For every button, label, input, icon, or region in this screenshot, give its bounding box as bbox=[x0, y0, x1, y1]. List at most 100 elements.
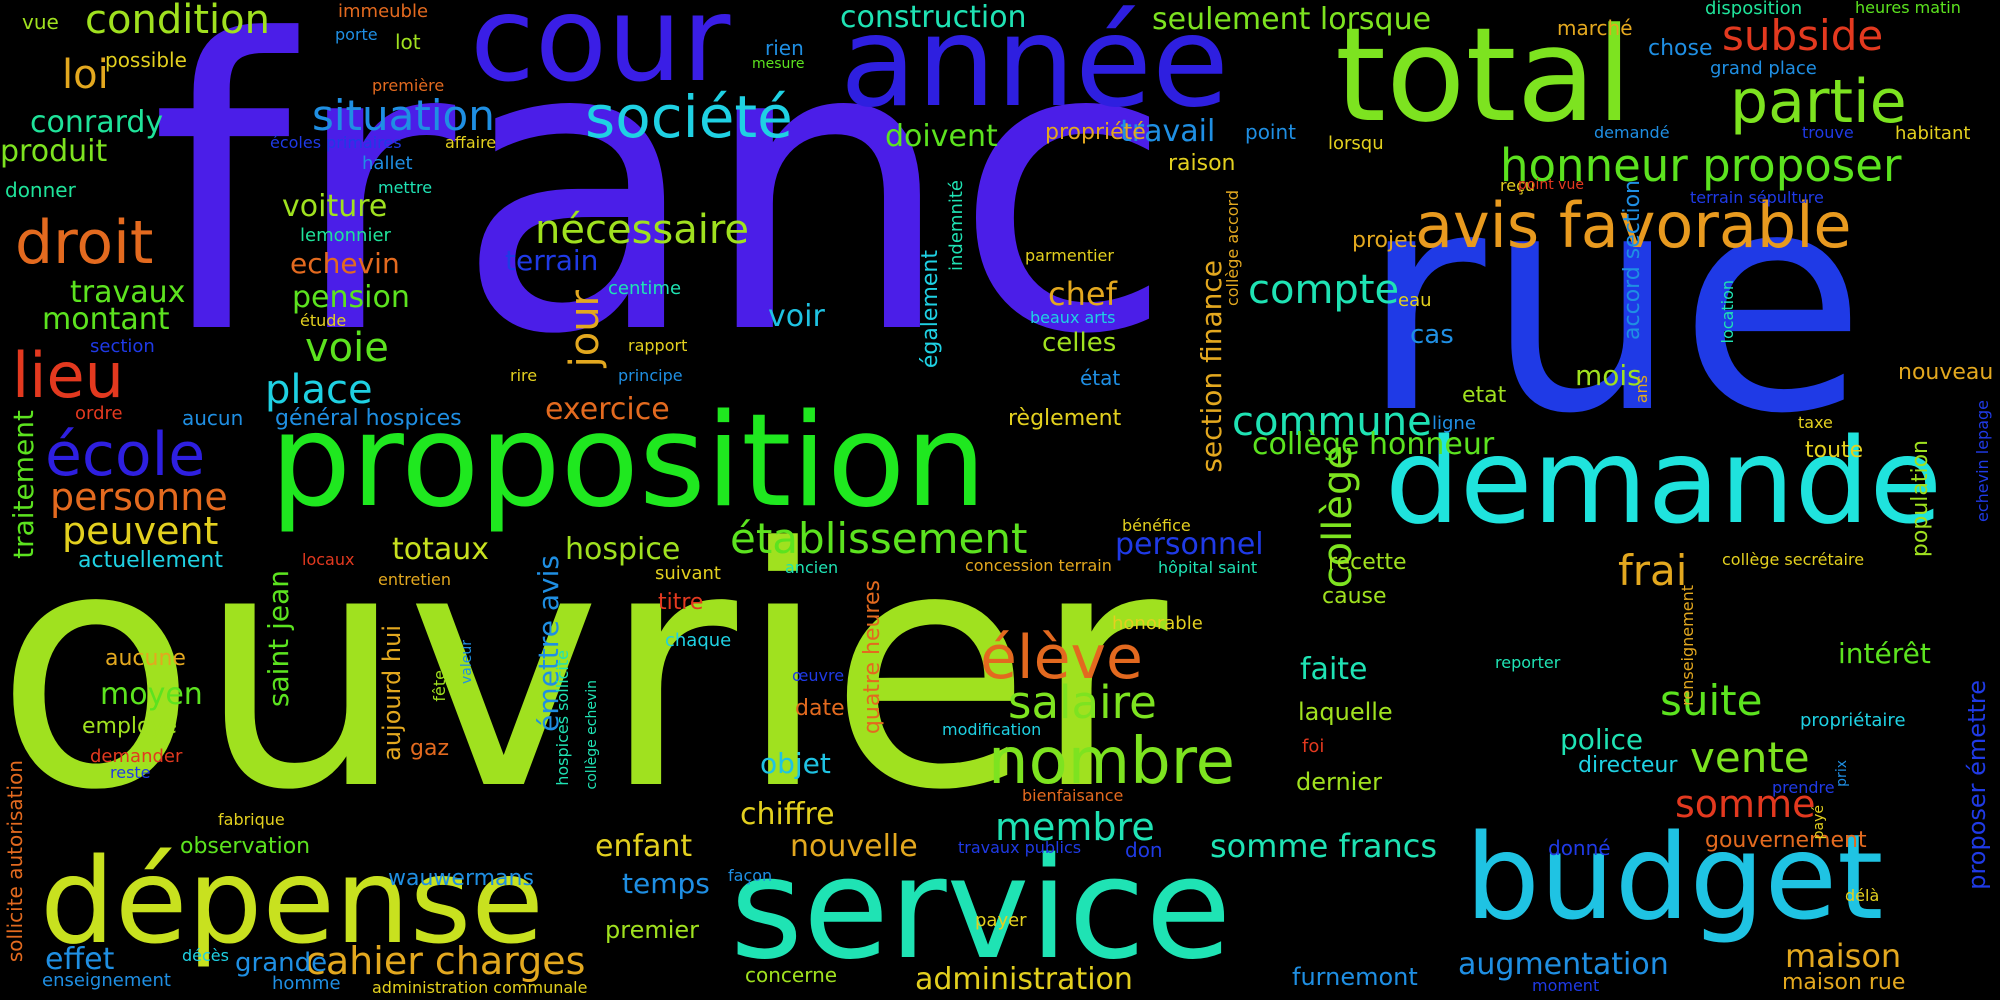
word: echevin lepage bbox=[1973, 400, 1992, 523]
word: employé bbox=[82, 714, 178, 739]
word: indemnité bbox=[946, 180, 967, 271]
word: maison bbox=[1785, 937, 1902, 975]
word: enfant bbox=[595, 829, 693, 864]
word: vente bbox=[1690, 733, 1810, 782]
word: suivant bbox=[655, 563, 721, 584]
word: concerne bbox=[745, 963, 838, 987]
word: beaux arts bbox=[1030, 308, 1116, 327]
word: accord section bbox=[1620, 180, 1645, 340]
word: population bbox=[1908, 440, 1933, 558]
word: produit bbox=[0, 134, 108, 169]
word: rire bbox=[510, 366, 538, 385]
word: maison rue bbox=[1782, 970, 1906, 995]
word: mesure bbox=[752, 56, 805, 72]
word: mois bbox=[1575, 359, 1642, 392]
word: cause bbox=[1322, 584, 1387, 609]
word: traitement bbox=[7, 410, 40, 559]
word: honneur proposer bbox=[1500, 139, 1902, 192]
word: payer bbox=[975, 910, 1027, 931]
word: marché bbox=[1557, 16, 1633, 40]
word: bénéfice bbox=[1122, 516, 1191, 535]
word: établissement bbox=[730, 514, 1028, 563]
word: commune bbox=[1232, 399, 1432, 445]
word: cour bbox=[470, 0, 731, 108]
word: élève bbox=[980, 623, 1143, 693]
word: demander bbox=[90, 746, 183, 767]
word: somme francs bbox=[1210, 827, 1438, 865]
word: condition bbox=[85, 0, 270, 43]
word: nouveau bbox=[1898, 360, 1994, 385]
word: société bbox=[585, 83, 793, 151]
word: demande bbox=[1385, 412, 1943, 550]
word: objet bbox=[760, 747, 831, 780]
word: grande bbox=[235, 948, 328, 978]
word: loi bbox=[62, 52, 109, 98]
word: lot bbox=[395, 30, 421, 54]
word: temps bbox=[622, 867, 710, 900]
word: rue bbox=[1360, 125, 1867, 480]
word: prix bbox=[1834, 760, 1850, 787]
word: premier bbox=[605, 916, 700, 944]
word: hospice bbox=[565, 532, 681, 567]
word: voir bbox=[768, 299, 825, 334]
word: raison bbox=[1168, 151, 1236, 176]
word: trouve bbox=[1802, 123, 1854, 142]
word: délà bbox=[1845, 886, 1880, 905]
word: gouvernement bbox=[1705, 828, 1867, 853]
word: avis favorable bbox=[1415, 189, 1852, 262]
word: année bbox=[840, 0, 1229, 135]
word: heures matin bbox=[1855, 0, 1961, 17]
word: collège accord bbox=[1223, 190, 1242, 307]
word: lorsqu bbox=[1328, 133, 1384, 154]
word: franc bbox=[150, 0, 1174, 422]
word: fête bbox=[430, 670, 449, 702]
word: budget bbox=[1465, 808, 1884, 946]
word: quatre heures bbox=[860, 580, 885, 735]
word: somme bbox=[1675, 782, 1816, 826]
word: saint jean bbox=[262, 570, 295, 708]
word: reste bbox=[110, 763, 151, 782]
word: règlement bbox=[1008, 406, 1122, 431]
word: concession terrain bbox=[965, 556, 1112, 575]
word: conrardy bbox=[30, 105, 164, 140]
word: construction bbox=[840, 0, 1027, 35]
word: section finance bbox=[1195, 260, 1228, 473]
word: lieu bbox=[12, 339, 124, 412]
word: nombre bbox=[988, 725, 1235, 799]
word: état bbox=[1080, 366, 1121, 390]
word: vue bbox=[22, 10, 59, 34]
word: frai bbox=[1618, 546, 1688, 595]
word: affaire bbox=[445, 133, 497, 152]
word: prendre bbox=[1772, 778, 1835, 797]
word: administration bbox=[915, 962, 1133, 997]
word: parmentier bbox=[1025, 246, 1114, 265]
word: donné bbox=[1548, 836, 1611, 860]
word: recette bbox=[1328, 550, 1407, 575]
word: date bbox=[795, 696, 845, 721]
word: reporter bbox=[1495, 653, 1561, 672]
word: eau bbox=[1398, 290, 1432, 311]
word: police bbox=[1560, 723, 1644, 756]
word: travaux publics bbox=[958, 838, 1082, 857]
word: lemonnier bbox=[300, 225, 391, 246]
word: demandé bbox=[1594, 123, 1670, 142]
word: intérêt bbox=[1838, 637, 1931, 670]
word: terrain bbox=[505, 244, 599, 277]
word: laquelle bbox=[1298, 698, 1393, 726]
word: ligne bbox=[1432, 413, 1476, 434]
word: subside bbox=[1722, 11, 1884, 60]
word: augmentation bbox=[1458, 947, 1669, 982]
word: général hospices bbox=[275, 406, 462, 431]
word: fabrique bbox=[218, 810, 285, 829]
word: proposer émettre bbox=[1963, 680, 1991, 890]
word: homme bbox=[272, 973, 341, 994]
word: collège secrétaire bbox=[1722, 550, 1865, 569]
word: travaux bbox=[70, 275, 186, 310]
word: grand place bbox=[1710, 58, 1817, 79]
word: dernier bbox=[1296, 768, 1382, 796]
word: façon bbox=[728, 866, 773, 885]
word: enseignement bbox=[42, 970, 171, 991]
word: hôpital saint bbox=[1158, 558, 1258, 577]
word: chef bbox=[1048, 275, 1117, 313]
